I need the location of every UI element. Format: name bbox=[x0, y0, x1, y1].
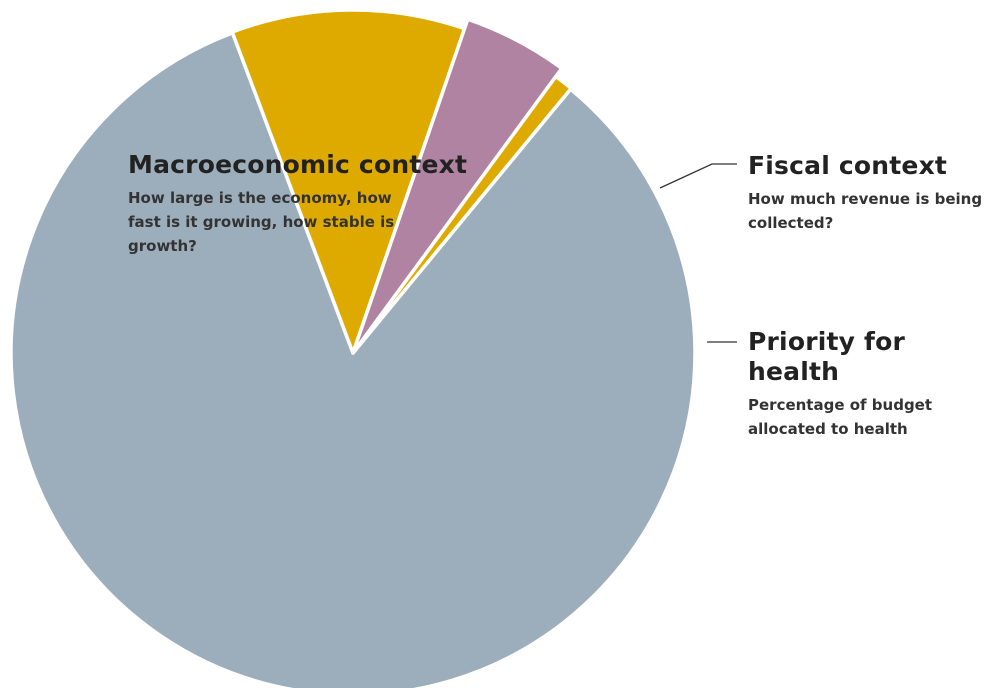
pie-slice-other bbox=[351, 74, 573, 355]
priority-for-health-title: Priority for health bbox=[748, 327, 906, 386]
macroeconomic-context-description: How large is the economy, how fast is it… bbox=[128, 189, 395, 255]
leader-lines bbox=[659, 163, 737, 343]
macroeconomic-context-label: Macroeconomic context How large is the e… bbox=[128, 150, 508, 258]
fiscal-context-description: How much revenue is being collected? bbox=[748, 190, 983, 232]
pie-slice-macro bbox=[9, 31, 697, 688]
fiscal-context-label: Fiscal context How much revenue is being… bbox=[748, 151, 988, 235]
priority-for-health-label: Priority for health Percentage of budget… bbox=[748, 327, 998, 441]
pie-slices bbox=[9, 8, 697, 688]
pie-slice-health bbox=[351, 17, 564, 355]
priority-for-health-description: Percentage of budget allocated to health bbox=[748, 396, 933, 438]
fiscal-leader-line bbox=[659, 163, 737, 189]
fiscal-context-title: Fiscal context bbox=[748, 151, 948, 180]
macroeconomic-context-title: Macroeconomic context bbox=[128, 150, 468, 179]
pie-slice-fiscal bbox=[230, 8, 467, 355]
